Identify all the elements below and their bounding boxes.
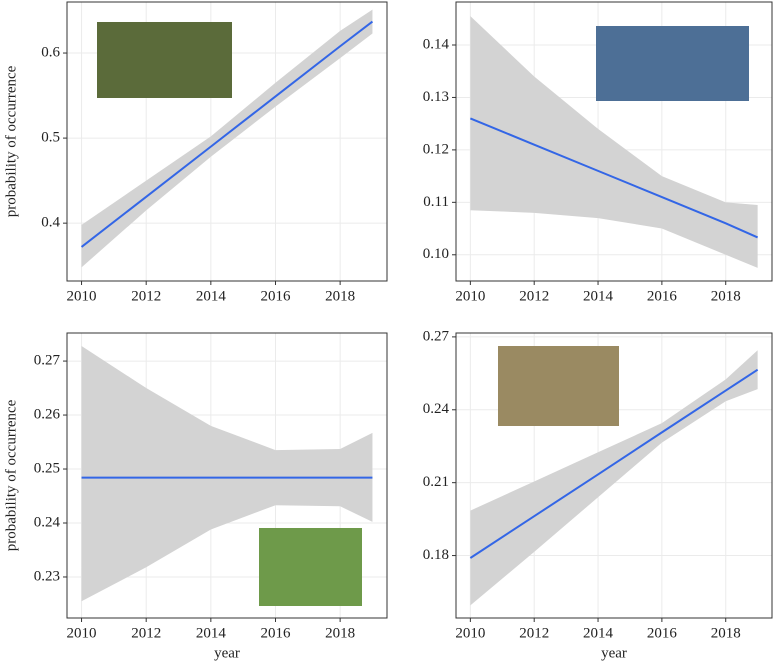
y-tick-label: 0.10: [423, 246, 449, 262]
confidence-band: [470, 350, 758, 606]
x-tick-label: 2012: [519, 625, 549, 641]
y-axis-label: probability of occurrence: [3, 399, 19, 551]
x-tick-label: 2018: [325, 625, 355, 641]
panel-frame: [455, 1, 773, 282]
x-axis-label: year: [214, 645, 240, 661]
y-tick-label: 0.27: [423, 328, 450, 344]
x-tick-label: 2010: [67, 625, 97, 641]
x-tick-label: 2016: [647, 625, 678, 641]
photos: [97, 22, 749, 606]
y-tick-label: 0.27: [34, 353, 61, 369]
y-tick-label: 0.14: [423, 36, 450, 52]
x-tick-label: 2010: [455, 625, 485, 641]
x-tick-label: 2014: [583, 625, 614, 641]
x-tick-label: 2018: [711, 625, 741, 641]
panel-frame: [66, 332, 388, 619]
x-tick-label: 2016: [260, 288, 291, 304]
confidence-band: [470, 16, 758, 268]
y-tick-label: 0.18: [423, 547, 449, 563]
trend-line: [80, 20, 374, 248]
bird-photo: [259, 528, 362, 606]
x-tick-label: 2016: [260, 625, 291, 641]
bird-photo: [498, 346, 619, 426]
confidence-band: [81, 9, 373, 268]
x-tick-label: 2014: [196, 625, 227, 641]
x-axis-label: year: [601, 645, 627, 661]
bird-photo: [596, 26, 749, 101]
x-tick-label: 2014: [196, 288, 227, 304]
x-tick-label: 2012: [519, 288, 549, 304]
panels: 0.4 0.5 0.6 2010 2012 2014 2016 2018 probability…: [3, 1, 773, 661]
y-axis-label: probability of occurrence: [3, 65, 19, 217]
bird-photo: [97, 22, 232, 98]
x-tick-label: 2010: [455, 288, 485, 304]
x-tick-label: 2012: [131, 625, 161, 641]
panel-frame: [455, 332, 773, 619]
panel-frame: [66, 1, 388, 282]
confidence-band: [81, 345, 373, 602]
x-tick-label: 2012: [131, 288, 161, 304]
y-tick-label: 0.23: [34, 568, 60, 584]
trend-line: [469, 368, 759, 559]
x-tick-label: 2014: [583, 288, 614, 304]
y-tick-label: 0.24: [34, 514, 61, 530]
y-tick-label: 0.12: [423, 141, 449, 157]
y-tick-label: 0.13: [423, 89, 449, 105]
y-tick-label: 0.25: [34, 460, 60, 476]
y-tick-label: 0.26: [34, 406, 61, 422]
y-tick-label: 0.4: [41, 215, 60, 231]
y-tick-label: 0.5: [41, 130, 60, 146]
x-tick-label: 2018: [325, 288, 355, 304]
y-tick-label: 0.6: [41, 44, 60, 60]
y-tick-label: 0.24: [423, 401, 450, 417]
trend-line: [469, 117, 759, 239]
x-tick-label: 2010: [67, 288, 97, 304]
y-tick-label: 0.11: [423, 194, 449, 210]
x-tick-label: 2018: [711, 288, 741, 304]
y-tick-label: 0.21: [423, 474, 449, 490]
x-tick-label: 2016: [647, 288, 678, 304]
